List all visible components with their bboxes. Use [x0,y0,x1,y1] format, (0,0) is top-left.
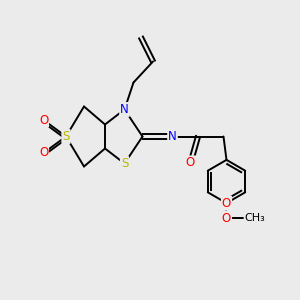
Text: S: S [121,157,128,170]
Text: CH₃: CH₃ [244,213,265,223]
Text: O: O [39,146,48,160]
Text: O: O [222,196,231,210]
Text: O: O [39,113,48,127]
Text: S: S [62,130,70,143]
Text: N: N [168,130,177,143]
Text: N: N [120,103,129,116]
Text: O: O [222,212,231,225]
Text: O: O [186,156,195,170]
